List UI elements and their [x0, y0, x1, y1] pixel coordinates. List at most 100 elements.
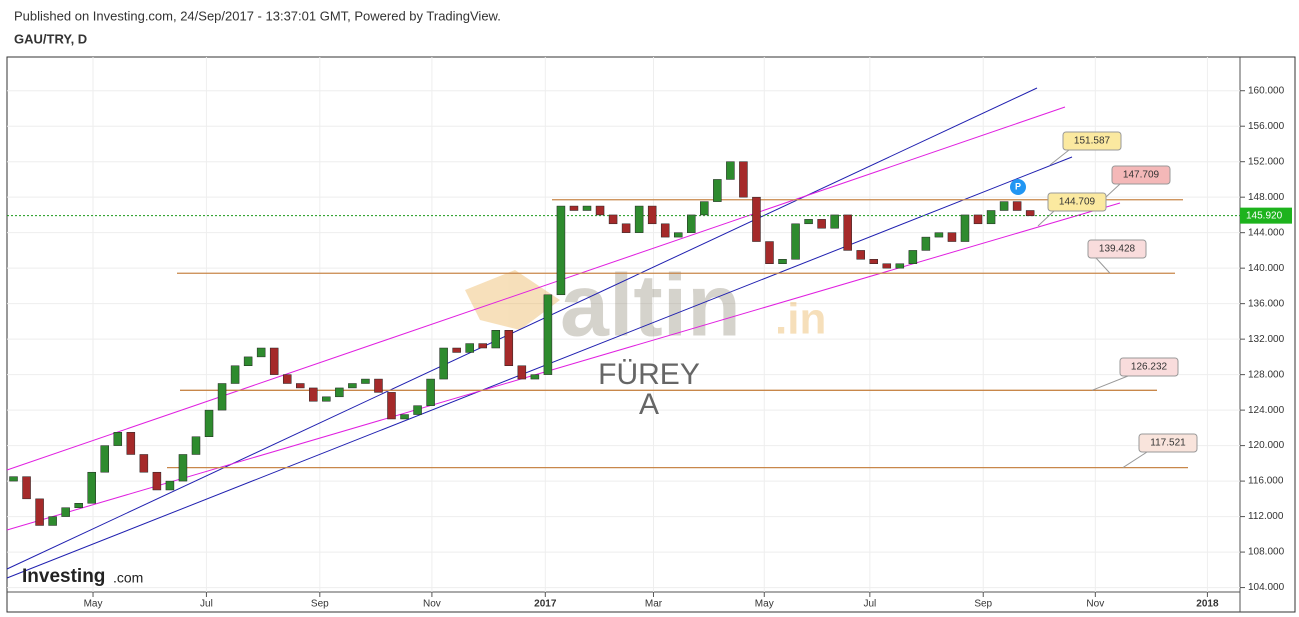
candle-body	[309, 387, 318, 402]
candle-body	[361, 378, 370, 384]
candle-body	[465, 343, 474, 353]
level-label: 117.521	[1150, 438, 1186, 449]
callout-box	[1047, 192, 1107, 212]
candle-body	[504, 330, 514, 367]
candle-body	[426, 378, 435, 406]
symbol: GAU/TRY, D	[14, 31, 87, 46]
candle-body	[687, 214, 696, 233]
candle-body	[973, 214, 983, 225]
y-tick-label: 140.000	[1248, 263, 1285, 274]
callout-connector	[1049, 149, 1070, 166]
candle-body	[387, 392, 396, 420]
candle-body	[191, 436, 201, 455]
candle-body	[126, 432, 136, 455]
x-tick-label: 2018	[1196, 599, 1219, 610]
candle-body	[817, 219, 826, 229]
candle-body	[582, 205, 592, 211]
y-tick-label: 136.000	[1248, 298, 1285, 309]
watermark: altin .in	[465, 255, 826, 354]
candle-body	[491, 330, 501, 349]
callout-connector	[1091, 375, 1129, 391]
candle-body	[87, 471, 96, 504]
trend-line	[6, 202, 1121, 531]
candle-body	[882, 263, 892, 269]
x-tick-label: Nov	[1086, 599, 1104, 610]
callout-connector	[1122, 451, 1148, 469]
candle-body	[999, 201, 1009, 211]
y-tick-label: 148.000	[1248, 192, 1285, 203]
watermark-icon	[465, 270, 560, 330]
trend-label: 144.709	[1059, 197, 1096, 208]
callout-box	[1062, 131, 1122, 151]
y-tick-label: 120.000	[1248, 440, 1285, 451]
y-tick-label: 104.000	[1248, 582, 1285, 593]
candle-body	[74, 503, 83, 508]
trend-label: 151.587	[1074, 136, 1111, 147]
candle-body	[139, 454, 149, 473]
y-tick-label: 108.000	[1248, 547, 1285, 558]
x-tick-label: May	[84, 599, 103, 610]
x-tick-label: Sep	[311, 599, 329, 610]
callout-connector	[1037, 210, 1055, 227]
candle-body	[634, 205, 644, 233]
candle-body	[478, 343, 487, 349]
candle-body	[856, 250, 865, 260]
candle-body	[230, 365, 240, 384]
y-tick-label: 128.000	[1248, 369, 1285, 380]
y-tick-label: 116.000	[1248, 476, 1284, 487]
logo-suffix: .com	[113, 570, 143, 586]
candle-body	[778, 259, 787, 264]
candle-body	[322, 396, 331, 402]
callout-connector	[1095, 257, 1111, 274]
candle-body	[647, 205, 657, 225]
event-marker-label: P	[1015, 181, 1021, 191]
x-tick-label: Jul	[863, 599, 876, 610]
last-price-box	[1240, 207, 1292, 224]
published-note: Published on Investing.com, 24/Sep/2017 …	[14, 8, 501, 23]
level-label: 126.232	[1131, 362, 1168, 373]
y-tick-label: 124.000	[1248, 405, 1285, 416]
candle-body	[947, 232, 957, 242]
trend-line	[6, 87, 1038, 570]
logo-brand: Investing	[22, 566, 105, 587]
x-tick-label: Jul	[200, 599, 213, 610]
candle-body	[413, 405, 422, 415]
candle-body	[335, 387, 344, 398]
last-price-label: 145.920	[1246, 210, 1283, 221]
event-marker	[1010, 179, 1026, 195]
y-tick-label: 144.000	[1248, 227, 1285, 238]
y-tick-label: 132.000	[1248, 334, 1285, 345]
candle-body	[960, 214, 970, 242]
candle-body	[282, 374, 292, 384]
callout-box	[1111, 165, 1171, 185]
watermark-name: FÜREY	[598, 358, 700, 391]
watermark-domain: .in	[775, 295, 826, 344]
candle-body	[348, 383, 357, 389]
candle-body	[673, 232, 683, 238]
candle-body	[243, 356, 253, 367]
candle-body	[752, 196, 761, 242]
callout-box	[1138, 433, 1198, 453]
candle-body	[530, 374, 540, 380]
callout-box	[1119, 357, 1179, 377]
candle-body	[204, 409, 214, 437]
candle-body	[739, 161, 748, 198]
candle-body	[22, 476, 31, 500]
candle-body	[726, 161, 735, 180]
candle-body	[765, 241, 774, 264]
candle-body	[986, 210, 996, 225]
frame	[6, 56, 1296, 613]
candle-body	[921, 236, 931, 251]
y-tick-label: 160.000	[1248, 85, 1285, 96]
candle-body	[791, 223, 800, 260]
candle-body	[439, 347, 448, 380]
candle-body	[908, 250, 918, 264]
candle-body	[100, 445, 110, 473]
trend-line	[6, 106, 1066, 471]
candle-body	[256, 347, 266, 358]
candle-body	[452, 347, 461, 353]
candle-body	[400, 414, 409, 420]
y-tick-label: 112.000	[1248, 511, 1284, 522]
candle-body	[713, 179, 722, 202]
candle-body	[165, 480, 175, 491]
